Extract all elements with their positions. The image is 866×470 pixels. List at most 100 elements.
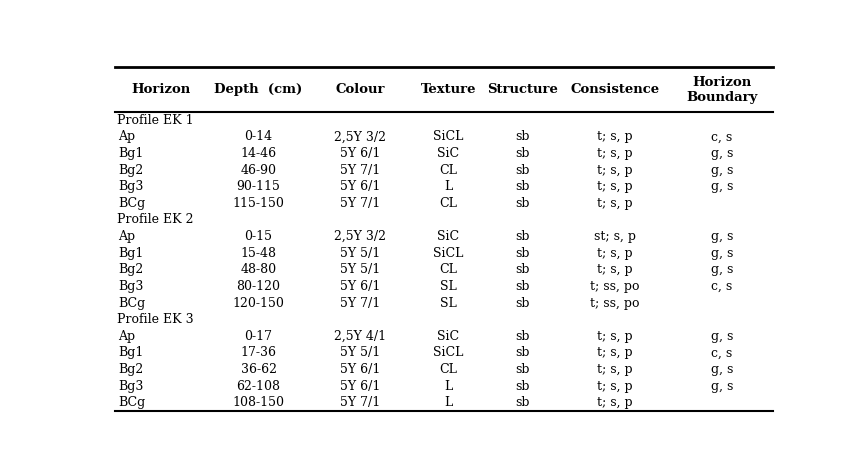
Text: 14-46: 14-46	[241, 147, 276, 160]
Text: 0-15: 0-15	[244, 230, 273, 243]
Text: Colour: Colour	[336, 83, 385, 96]
Text: g, s: g, s	[710, 230, 733, 243]
Text: Ap: Ap	[119, 330, 135, 343]
Text: BCg: BCg	[119, 396, 145, 409]
Text: CL: CL	[440, 263, 457, 276]
Text: t; s, p: t; s, p	[598, 164, 633, 177]
Text: g, s: g, s	[710, 330, 733, 343]
Text: g, s: g, s	[710, 147, 733, 160]
Text: 5Y 6/1: 5Y 6/1	[340, 380, 381, 392]
Text: SL: SL	[440, 297, 457, 310]
Text: 62-108: 62-108	[236, 380, 281, 392]
Text: t; s, p: t; s, p	[598, 396, 633, 409]
Text: 0-14: 0-14	[244, 130, 273, 143]
Text: t; s, p: t; s, p	[598, 130, 633, 143]
Text: t; s, p: t; s, p	[598, 247, 633, 260]
Text: Bg3: Bg3	[119, 180, 144, 193]
Text: 15-48: 15-48	[241, 247, 276, 260]
Text: L: L	[444, 396, 453, 409]
Text: SiC: SiC	[437, 230, 460, 243]
Text: 17-36: 17-36	[241, 346, 276, 360]
Text: Bg3: Bg3	[119, 380, 144, 392]
Text: Bg3: Bg3	[119, 280, 144, 293]
Text: sb: sb	[515, 147, 530, 160]
Text: Bg2: Bg2	[119, 363, 144, 376]
Text: sb: sb	[515, 130, 530, 143]
Text: CL: CL	[440, 363, 457, 376]
Text: 5Y 7/1: 5Y 7/1	[340, 164, 380, 177]
Text: sb: sb	[515, 380, 530, 392]
Text: 115-150: 115-150	[233, 197, 284, 210]
Text: Bg2: Bg2	[119, 263, 144, 276]
Text: Horizon
Boundary: Horizon Boundary	[686, 76, 758, 103]
Text: g, s: g, s	[710, 380, 733, 392]
Text: 108-150: 108-150	[232, 396, 285, 409]
Text: SiC: SiC	[437, 147, 460, 160]
Text: Horizon: Horizon	[132, 83, 191, 96]
Text: c, s: c, s	[711, 280, 733, 293]
Text: t; s, p: t; s, p	[598, 330, 633, 343]
Text: g, s: g, s	[710, 363, 733, 376]
Text: sb: sb	[515, 297, 530, 310]
Text: L: L	[444, 380, 453, 392]
Text: 2,5Y 3/2: 2,5Y 3/2	[334, 130, 386, 143]
Text: Profile EK 1: Profile EK 1	[117, 114, 194, 127]
Text: sb: sb	[515, 346, 530, 360]
Text: 5Y 6/1: 5Y 6/1	[340, 280, 381, 293]
Text: 0-17: 0-17	[244, 330, 273, 343]
Text: 2,5Y 4/1: 2,5Y 4/1	[334, 330, 386, 343]
Text: Depth  (cm): Depth (cm)	[215, 83, 302, 96]
Text: sb: sb	[515, 180, 530, 193]
Text: CL: CL	[440, 197, 457, 210]
Text: 46-90: 46-90	[241, 164, 276, 177]
Text: 5Y 5/1: 5Y 5/1	[340, 346, 380, 360]
Text: Bg2: Bg2	[119, 164, 144, 177]
Text: t; s, p: t; s, p	[598, 197, 633, 210]
Text: 5Y 6/1: 5Y 6/1	[340, 147, 381, 160]
Text: 48-80: 48-80	[241, 263, 276, 276]
Text: t; s, p: t; s, p	[598, 180, 633, 193]
Text: sb: sb	[515, 330, 530, 343]
Text: 5Y 7/1: 5Y 7/1	[340, 197, 380, 210]
Text: sb: sb	[515, 247, 530, 260]
Text: Bg1: Bg1	[119, 247, 144, 260]
Text: 5Y 5/1: 5Y 5/1	[340, 263, 380, 276]
Text: sb: sb	[515, 396, 530, 409]
Text: Bg1: Bg1	[119, 346, 144, 360]
Text: g, s: g, s	[710, 263, 733, 276]
Text: CL: CL	[440, 164, 457, 177]
Text: SL: SL	[440, 280, 457, 293]
Text: 36-62: 36-62	[241, 363, 276, 376]
Text: 90-115: 90-115	[236, 180, 281, 193]
Text: sb: sb	[515, 280, 530, 293]
Text: 80-120: 80-120	[236, 280, 281, 293]
Text: L: L	[444, 180, 453, 193]
Text: 5Y 5/1: 5Y 5/1	[340, 247, 380, 260]
Text: 5Y 6/1: 5Y 6/1	[340, 363, 381, 376]
Text: t; ss, po: t; ss, po	[591, 280, 640, 293]
Text: Profile EK 3: Profile EK 3	[117, 313, 194, 326]
Text: g, s: g, s	[710, 247, 733, 260]
Text: sb: sb	[515, 363, 530, 376]
Text: c, s: c, s	[711, 346, 733, 360]
Text: c, s: c, s	[711, 130, 733, 143]
Text: g, s: g, s	[710, 180, 733, 193]
Text: Bg1: Bg1	[119, 147, 144, 160]
Text: t; s, p: t; s, p	[598, 346, 633, 360]
Text: BCg: BCg	[119, 297, 145, 310]
Text: 120-150: 120-150	[233, 297, 284, 310]
Text: Ap: Ap	[119, 230, 135, 243]
Text: g, s: g, s	[710, 164, 733, 177]
Text: sb: sb	[515, 263, 530, 276]
Text: t; ss, po: t; ss, po	[591, 297, 640, 310]
Text: t; s, p: t; s, p	[598, 147, 633, 160]
Text: 5Y 6/1: 5Y 6/1	[340, 180, 381, 193]
Text: Structure: Structure	[488, 83, 558, 96]
Text: st; s, p: st; s, p	[594, 230, 637, 243]
Text: sb: sb	[515, 230, 530, 243]
Text: 2,5Y 3/2: 2,5Y 3/2	[334, 230, 386, 243]
Text: t; s, p: t; s, p	[598, 263, 633, 276]
Text: SiCL: SiCL	[433, 247, 463, 260]
Text: SiC: SiC	[437, 330, 460, 343]
Text: t; s, p: t; s, p	[598, 363, 633, 376]
